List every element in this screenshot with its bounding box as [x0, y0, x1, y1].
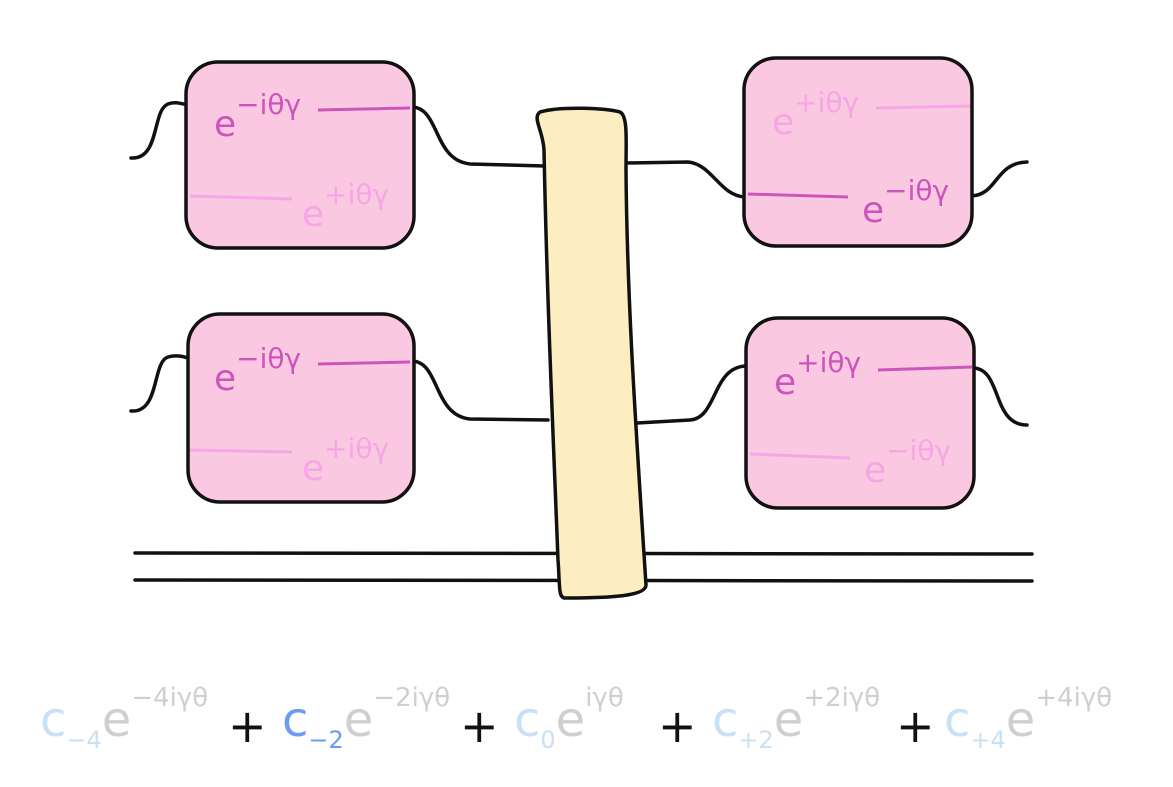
wire-tl-left: [129, 100, 190, 160]
term-c-minus-2: c−2e−2iγθ: [282, 683, 450, 754]
gate-label-bottom: e+iθγ: [302, 178, 389, 235]
gate-label-bottom: e+iθγ: [302, 432, 389, 489]
gate-label-bottom: e−iθγ: [864, 434, 951, 491]
gate-top-right: e+iθγ e−iθγ: [742, 56, 974, 248]
wire-tr-right: [970, 160, 1029, 198]
gate-inner-line-top: [317, 360, 411, 366]
wire-br-right: [972, 366, 1029, 427]
wire-bl-left: [129, 354, 190, 413]
gate-label-top: e+iθγ: [772, 86, 859, 143]
term-c-plus-2: c+2e+2iγθ: [712, 683, 880, 754]
gate-inner-line-bottom: [189, 194, 293, 201]
gate-inner-line-top: [877, 365, 973, 372]
term-c-minus-4: c−4e−4iγθ: [40, 683, 208, 754]
wire-tr-left: [624, 160, 747, 199]
plus-sign: +: [228, 699, 267, 753]
gate-inner-line-bottom: [189, 448, 293, 454]
gate-bottom-right: e+iθγ e−iθγ: [744, 316, 976, 510]
wire-bl-right: [410, 359, 550, 422]
plus-sign: +: [896, 699, 935, 753]
wire-tl-right: [410, 105, 547, 168]
plus-sign: +: [460, 699, 499, 753]
term-c-0: c0eiγθ: [514, 683, 624, 754]
gate-box: [742, 56, 974, 248]
gate-inner-line-top: [875, 104, 971, 110]
gate-box: [186, 312, 416, 504]
gate-label-top: e+iθγ: [774, 346, 861, 403]
plus-sign: +: [658, 699, 697, 753]
gate-label-bottom: e−iθγ: [862, 174, 949, 231]
wire-br-left: [635, 364, 750, 425]
gate-box: [744, 316, 976, 510]
gate-bottom-left: e−iθγ e+iθγ: [186, 312, 416, 504]
gate-inner-line-bottom: [749, 452, 851, 460]
term-c-plus-4: c+4e+4iγθ: [944, 683, 1112, 754]
gate-label-top: e−iθγ: [214, 342, 301, 399]
gate-inner-line-bottom: [747, 192, 849, 199]
vertical-rail: [535, 106, 648, 600]
fourier-expansion-equation: c−4e−4iγθ + c−2e−2iγθ + c0eiγθ + c+2e+2i…: [40, 683, 1112, 754]
gate-inner-line-top: [317, 106, 411, 112]
wires: [129, 100, 1029, 427]
gate-label-top: e−iθγ: [214, 88, 301, 145]
gate-top-left: e−iθγ e+iθγ: [184, 60, 416, 250]
